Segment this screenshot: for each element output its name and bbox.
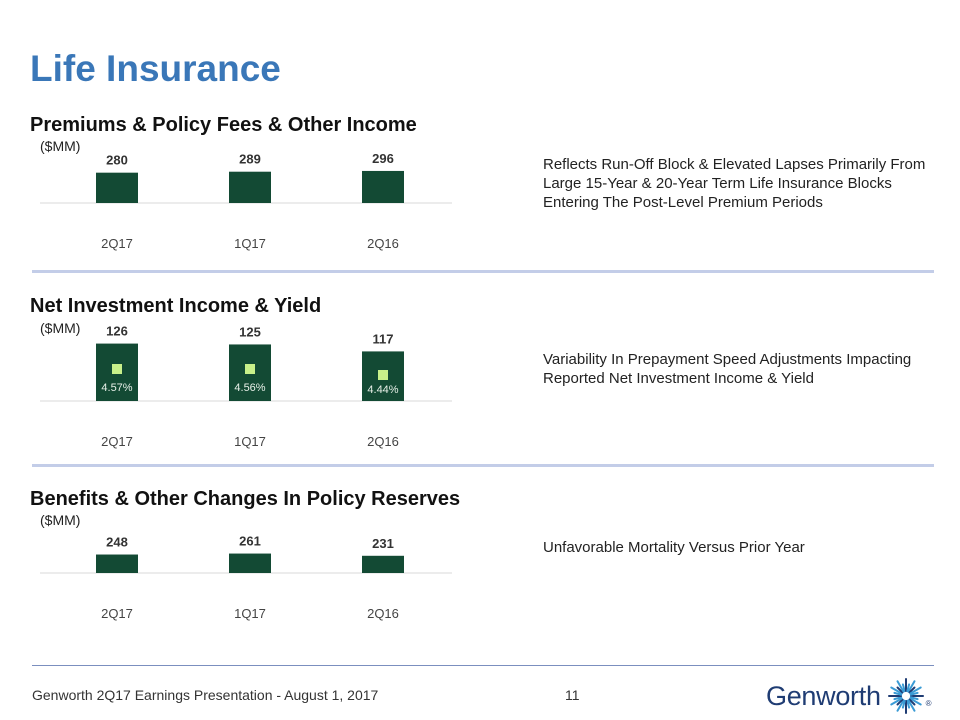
premiums-bar-chart: 280 2Q17 289 1Q17 296 2Q16 (40, 151, 452, 251)
footer-text: Genworth 2Q17 Earnings Presentation - Au… (32, 687, 379, 703)
page-title: Life Insurance (30, 48, 281, 89)
category-label: 2Q16 (367, 434, 399, 449)
registered-mark: ® (925, 699, 932, 708)
category-label: 1Q17 (234, 606, 266, 621)
bar-1q17 (229, 171, 271, 203)
category-label: 2Q17 (101, 434, 133, 449)
bar-2q16 (362, 555, 404, 573)
net-investment-bar-chart: 126 2Q17 4.57% 125 1Q17 4.56% 117 2Q16 4.44% (40, 324, 452, 449)
note-benefits: Unfavorable Mortality Versus Prior Year (543, 539, 805, 556)
benefits-bar-chart: 248 2Q17 261 1Q17 231 2Q16 (40, 534, 452, 621)
note-premiums: Reflects Run-Off Block & Elevated Lapses… (543, 156, 926, 211)
page-number: 11 (565, 687, 580, 703)
yield-label: 4.56% (234, 382, 265, 394)
logo-wordmark: Genworth (766, 680, 881, 711)
bar-1q17 (229, 553, 271, 573)
genworth-logo: Genworth ® (766, 676, 946, 716)
unit-label-premiums: ($MM) (40, 138, 81, 154)
note-net-investment: Variability In Prepayment Speed Adjustme… (543, 351, 912, 387)
data-label: 117 (373, 331, 394, 346)
yield-marker (112, 364, 122, 374)
bar-2q17 (96, 554, 138, 573)
category-label: 2Q16 (367, 236, 399, 251)
yield-label: 4.44% (367, 384, 398, 396)
bar-2q16 (362, 170, 404, 203)
section-title-benefits: Benefits & Other Changes In Policy Reser… (30, 488, 461, 510)
data-label: 261 (239, 534, 261, 549)
data-label: 296 (372, 151, 394, 166)
yield-marker (378, 370, 388, 380)
yield-marker (245, 364, 255, 374)
section-title-net-investment: Net Investment Income & Yield (30, 295, 322, 317)
category-label: 2Q17 (101, 236, 133, 251)
data-label: 280 (106, 153, 128, 168)
category-label: 1Q17 (234, 236, 266, 251)
section-title-premiums: Premiums & Policy Fees & Other Income (30, 114, 417, 136)
yield-label: 4.57% (101, 382, 132, 394)
footer-divider (32, 665, 934, 666)
unit-label-net-investment: ($MM) (40, 320, 81, 336)
sunburst-logo-icon (887, 678, 924, 714)
data-label: 248 (106, 535, 128, 550)
section-divider (32, 464, 934, 467)
section-divider (32, 270, 934, 273)
category-label: 1Q17 (234, 434, 266, 449)
bar-2q17 (96, 172, 138, 203)
category-label: 2Q16 (367, 606, 399, 621)
data-label: 125 (239, 324, 261, 339)
data-label: 126 (106, 324, 128, 339)
unit-label-benefits: ($MM) (40, 512, 81, 528)
data-label: 231 (372, 536, 394, 551)
data-label: 289 (239, 152, 261, 167)
category-label: 2Q17 (101, 606, 133, 621)
